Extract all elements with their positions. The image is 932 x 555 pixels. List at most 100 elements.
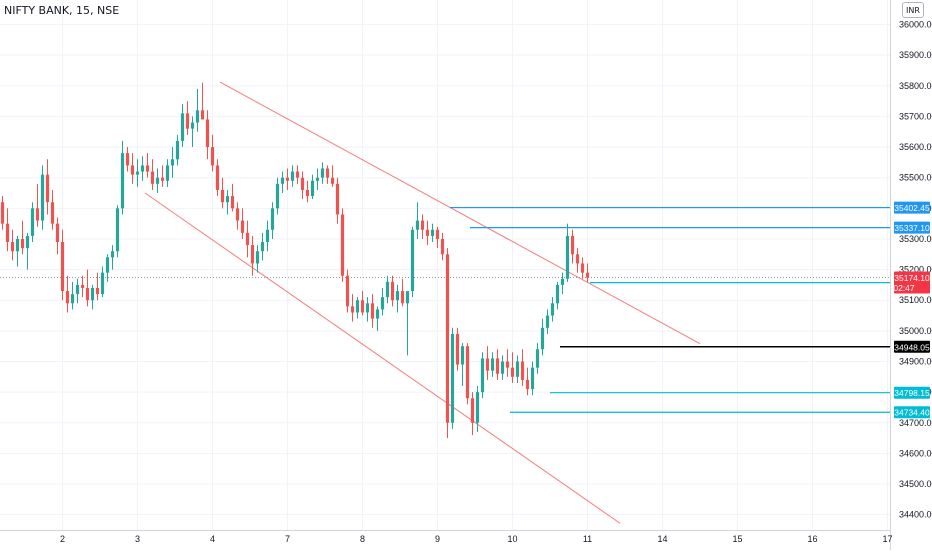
candle-body[interactable] [535,349,540,368]
candle-body[interactable] [385,281,390,298]
candle-body[interactable] [160,177,165,181]
candle-body[interactable] [405,291,410,304]
candle-body[interactable] [200,110,205,120]
candle-body[interactable] [5,223,10,243]
candle-body[interactable] [485,358,490,371]
currency-badge[interactable]: INR [902,2,924,18]
candle-body[interactable] [255,251,260,264]
candle-body[interactable] [280,177,285,184]
candle-body[interactable] [390,281,395,301]
candle-body[interactable] [470,398,475,423]
level-price-tag[interactable] [894,221,930,234]
candle-body[interactable] [290,171,295,181]
channel-line-lower[interactable] [144,192,621,524]
candle-body[interactable] [70,294,75,304]
level-price-tag[interactable] [894,386,930,399]
candle-body[interactable] [380,297,385,310]
candle-body[interactable] [65,291,70,304]
candle-body[interactable] [410,229,415,292]
candle-body[interactable] [475,392,480,423]
candle-body[interactable] [35,208,40,221]
candle-body[interactable] [550,303,555,316]
candle-body[interactable] [230,196,235,209]
candle-body[interactable] [165,165,170,181]
candle-body[interactable] [75,284,80,295]
candle-body[interactable] [315,177,320,181]
candle-body[interactable] [375,309,380,319]
candle-body[interactable] [295,171,300,178]
candle-body[interactable] [440,238,445,255]
candle-body[interactable] [95,287,100,295]
candle-body[interactable] [0,202,5,224]
candle-body[interactable] [240,220,245,233]
candle-body[interactable] [395,291,400,301]
candle-body[interactable] [330,177,335,184]
candle-body[interactable] [400,291,405,304]
candle-body[interactable] [540,327,545,350]
candle-body[interactable] [370,303,375,319]
candle-body[interactable] [260,242,265,252]
candle-body[interactable] [495,358,500,374]
candle-body[interactable] [275,183,280,209]
candle-body[interactable] [355,300,360,313]
level-price-tag[interactable] [894,201,930,214]
candle-body[interactable] [50,202,55,224]
candle-body[interactable] [215,165,220,190]
candle-body[interactable] [80,284,85,288]
candle-body[interactable] [40,174,45,221]
candle-body[interactable] [425,229,430,236]
candle-body[interactable] [505,361,510,368]
candle-body[interactable] [345,275,350,307]
candle-body[interactable] [455,333,460,365]
candle-body[interactable] [250,245,255,264]
candle-body[interactable] [565,235,570,279]
candle-body[interactable] [210,147,215,166]
candle-body[interactable] [120,153,125,209]
candle-body[interactable] [15,238,20,252]
candle-body[interactable] [325,168,330,178]
candle-body[interactable] [220,189,225,203]
candle-body[interactable] [45,174,50,203]
candle-body[interactable] [90,287,95,301]
candle-body[interactable] [450,333,455,423]
candle-body[interactable] [465,346,470,399]
candle-body[interactable] [520,361,525,380]
candle-body[interactable] [20,238,25,249]
level-price-tag[interactable] [894,340,930,353]
candle-body[interactable] [130,165,135,175]
candle-body[interactable] [25,235,30,249]
candle-body[interactable] [575,254,580,264]
candle-body[interactable] [10,242,15,252]
candle-body[interactable] [30,208,35,236]
candle-body[interactable] [530,367,535,390]
candle-body[interactable] [175,140,180,160]
candle-body[interactable] [125,153,130,166]
candle-body[interactable] [430,229,435,236]
candle-body[interactable] [435,229,440,239]
candle-body[interactable] [265,229,270,243]
candle-body[interactable] [360,300,365,313]
candle-body[interactable] [150,171,155,184]
candle-body[interactable] [305,189,310,197]
candle-body[interactable] [145,165,150,172]
candle-body[interactable] [445,254,450,423]
candle-body[interactable] [225,196,230,203]
candle-body[interactable] [85,287,90,301]
candle-body[interactable] [545,315,550,328]
candle-body[interactable] [460,346,465,365]
candle-body[interactable] [270,208,275,230]
candle-body[interactable] [285,177,290,181]
candle-body[interactable] [525,379,530,390]
candle-body[interactable] [195,110,200,123]
candle-body[interactable] [560,278,565,285]
candle-body[interactable] [245,232,250,246]
candle-body[interactable] [300,177,305,190]
candle-body[interactable] [500,361,505,374]
candle-body[interactable] [320,168,325,178]
candle-body[interactable] [170,159,175,166]
candle-body[interactable] [570,235,575,255]
candle-body[interactable] [205,119,210,148]
candle-body[interactable] [365,303,370,313]
